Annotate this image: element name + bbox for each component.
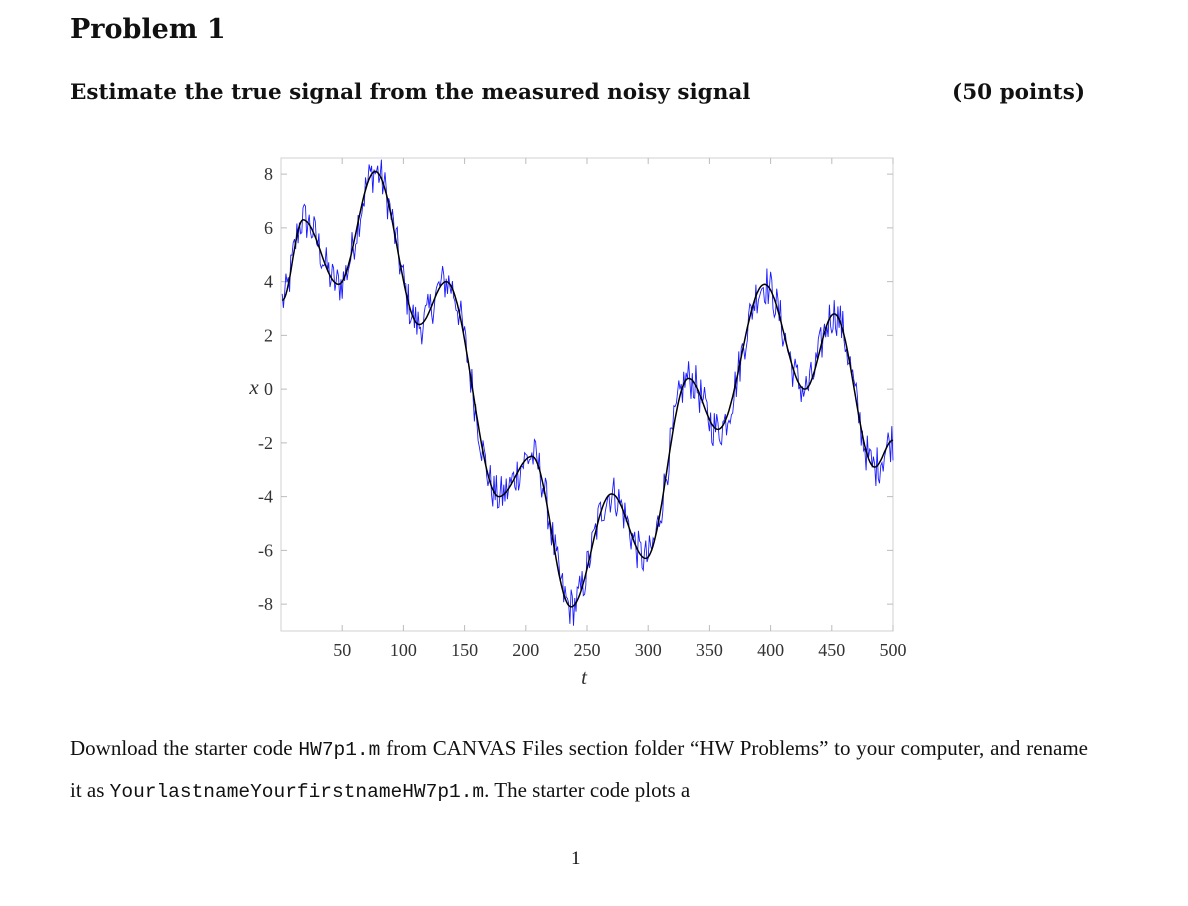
page-number: 1 xyxy=(571,848,581,869)
svg-text:4: 4 xyxy=(264,272,273,292)
y-axis-label: x xyxy=(248,375,259,399)
text: Download the starter code xyxy=(70,736,299,760)
svg-text:500: 500 xyxy=(880,640,907,660)
svg-text:350: 350 xyxy=(696,640,723,660)
svg-text:450: 450 xyxy=(818,640,845,660)
svg-text:400: 400 xyxy=(757,640,784,660)
problem-title: Problem 1 xyxy=(70,14,226,45)
x-axis-label: t xyxy=(581,665,588,689)
svg-text:250: 250 xyxy=(574,640,601,660)
svg-text:-2: -2 xyxy=(258,433,273,453)
svg-text:0: 0 xyxy=(264,379,273,399)
text: . The starter code plots a xyxy=(484,778,691,802)
svg-text:200: 200 xyxy=(512,640,539,660)
problem-subtitle: Estimate the true signal from the measur… xyxy=(70,80,751,105)
svg-text:50: 50 xyxy=(333,640,351,660)
svg-text:-6: -6 xyxy=(258,540,273,560)
svg-text:-4: -4 xyxy=(258,487,273,507)
points-label: (50 points) xyxy=(952,80,1085,105)
svg-text:8: 8 xyxy=(264,164,273,184)
svg-text:2: 2 xyxy=(264,325,273,345)
renamed-filename: YourlastnameYourfirstnameHW7p1.m xyxy=(109,781,485,803)
svg-text:150: 150 xyxy=(451,640,478,660)
instructions-paragraph: Download the starter code HW7p1.m from C… xyxy=(70,728,1088,812)
signal-chart: 50 100 150 200 250 300 350 400 450 500 8 6 4 2 0 -2 -4 -6… xyxy=(248,157,907,689)
svg-text:6: 6 xyxy=(264,218,273,238)
text: from CANVAS Files section folder “HW Pro… xyxy=(70,736,1088,802)
svg-text:300: 300 xyxy=(635,640,662,660)
plot-lines xyxy=(281,159,894,626)
svg-text:100: 100 xyxy=(390,640,417,660)
starter-code-filename: HW7p1.m xyxy=(298,739,381,761)
svg-text:-8: -8 xyxy=(258,594,273,614)
axis-ticks: 50 100 150 200 250 300 350 400 450 500 8 6 4 2 0 -2 -4 -6… xyxy=(258,158,907,660)
